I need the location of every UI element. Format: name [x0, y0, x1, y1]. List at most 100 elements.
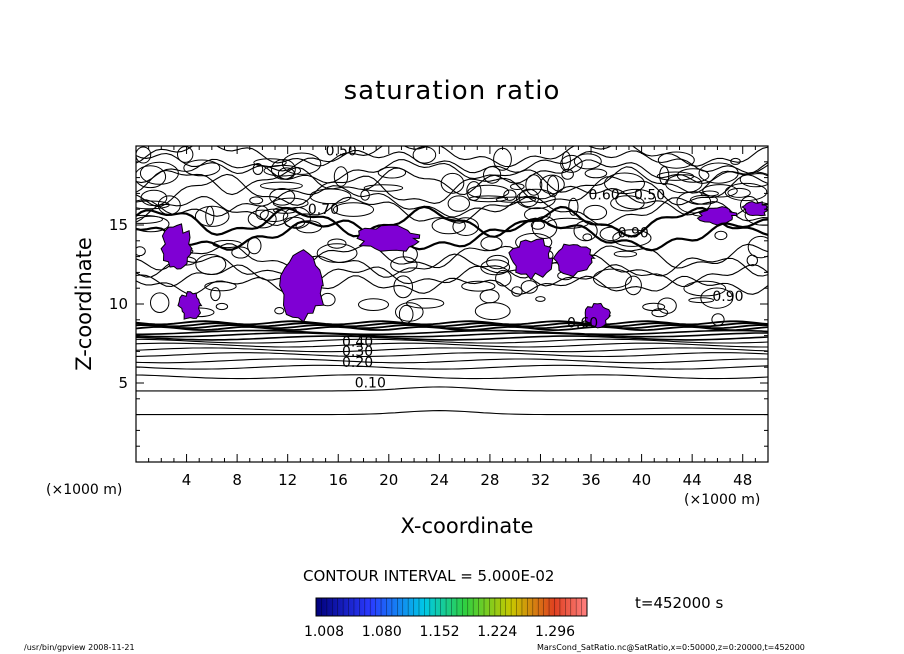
contour-cell: [642, 302, 666, 312]
contour-cell: [530, 220, 546, 230]
supersaturated-region: [584, 302, 612, 329]
contour-cell: [702, 184, 738, 198]
contour-cell: [665, 174, 703, 194]
contour-cell: [584, 168, 608, 179]
contour-line: [136, 320, 768, 326]
contour-cell: [467, 184, 510, 199]
supersaturated-region: [356, 224, 421, 252]
contour-cell: [333, 166, 349, 187]
contour-cell: [525, 174, 543, 196]
x-unit-right: (×1000 m): [684, 492, 761, 508]
x-tick-label: 40: [632, 471, 651, 489]
x-tick-label: 4: [182, 471, 192, 489]
contour-cell: [431, 217, 466, 235]
contour-cell: [739, 171, 768, 188]
contour-cell: [746, 254, 758, 267]
contour-cell: [252, 163, 264, 175]
chart-title: saturation ratio: [343, 76, 561, 106]
contour-cell: [247, 209, 277, 229]
contour-cell: [689, 194, 718, 205]
contour-cell: [493, 147, 512, 171]
contour-cell: [480, 259, 511, 276]
x-tick-label: 12: [278, 471, 297, 489]
contour-cell: [561, 168, 574, 180]
contour-line: [136, 173, 768, 207]
contour-cell: [714, 230, 728, 241]
contour-label: 0.60: [567, 316, 598, 332]
supersaturated-region: [279, 249, 325, 323]
contour-cell: [727, 187, 751, 198]
contour-cell: [447, 195, 470, 212]
contour-line: [136, 325, 768, 332]
y-tick-label: 5: [118, 374, 128, 392]
contour-line: [136, 253, 768, 279]
contour-line: [136, 347, 768, 353]
contour-cell: [612, 229, 652, 247]
contour-cell: [474, 302, 511, 321]
contour-line: [136, 217, 768, 252]
contour-cell: [546, 217, 589, 229]
contour-cell: [683, 280, 727, 297]
contour-cell: [518, 188, 539, 208]
contour-cell: [281, 152, 322, 175]
contour-cell: [511, 286, 523, 297]
contour-cell: [657, 151, 695, 169]
contour-cell: [316, 243, 358, 263]
contour-cell: [711, 313, 725, 326]
supersaturated-region: [696, 206, 738, 226]
footer-right: MarsCond_SatRatio.nc@SatRatio,x=0:50000,…: [537, 643, 805, 652]
contour-line: [136, 410, 768, 416]
contour-cell: [398, 304, 414, 324]
x-tick-label: 48: [733, 471, 752, 489]
contour-cell: [651, 308, 669, 318]
contour-label: 0.60: [589, 188, 620, 204]
contour-line: [136, 358, 768, 364]
contour-cell: [495, 269, 512, 287]
y-tick-label: 10: [109, 295, 128, 313]
contour-cell: [295, 220, 323, 234]
contour-cell: [615, 188, 657, 210]
contour-label: 0.30: [342, 344, 373, 360]
contour-line: [136, 364, 768, 370]
contour-cell: [332, 202, 375, 217]
contour-cell: [503, 189, 517, 201]
colorbar-tick-label: 1.152: [419, 624, 459, 640]
contour-cell: [309, 188, 352, 205]
colorbar-tick-label: 1.008: [304, 624, 344, 640]
time-label: t=452000 s: [635, 594, 724, 612]
contour-cell: [253, 158, 287, 168]
contour-line: [136, 329, 768, 336]
x-axis-label: X-coordinate: [400, 514, 534, 538]
contour-cell: [466, 181, 482, 201]
contour-cell: [486, 254, 510, 270]
contour-line: [136, 158, 768, 185]
contour-label: 0.70: [308, 202, 339, 218]
contour-cell: [561, 151, 571, 171]
contour-label: 0.90: [618, 226, 649, 242]
contour-cell: [360, 189, 370, 201]
contour-cell: [483, 166, 502, 184]
contour-cell: [363, 184, 404, 192]
contour-interval-label: CONTOUR INTERVAL = 5.000E-02: [303, 567, 555, 585]
contour-line: [136, 335, 768, 341]
contour-cell: [247, 237, 262, 255]
contour-cell: [377, 166, 407, 179]
x-unit-left: (×1000 m): [46, 482, 123, 498]
contour-line: [136, 146, 768, 168]
x-tick-label: 8: [232, 471, 242, 489]
contour-cell: [480, 236, 503, 251]
contour-cell: [210, 287, 221, 302]
colorbar-tick-label: 1.080: [362, 624, 402, 640]
contour-cell: [177, 146, 194, 163]
contour-cell: [274, 307, 285, 315]
contour-label: 0.90: [712, 289, 743, 305]
contour-cell: [535, 296, 546, 302]
contour-label: 0.40: [342, 335, 373, 351]
contour-cell: [136, 165, 167, 189]
contour-label: 0.20: [342, 355, 373, 371]
contour-label: 0.10: [355, 376, 386, 392]
contour-line: [136, 275, 768, 296]
contour-line: [136, 386, 768, 392]
contour-cell: [393, 275, 414, 299]
